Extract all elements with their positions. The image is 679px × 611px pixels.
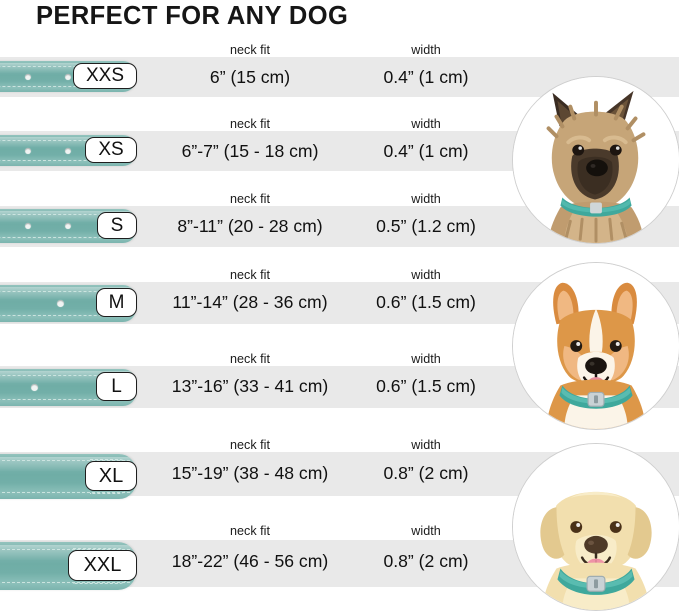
collar-stitch-top [0,291,122,292]
neck-fit-value: 13”-16” (33 - 41 cm) [171,376,329,396]
collar-stitch-bottom [0,582,130,583]
width-label: width [411,524,441,538]
collar-hole [25,74,31,80]
width-value: 0.8” (2 cm) [383,463,469,483]
cairn-terrier-illustration [513,77,679,243]
corgi-illustration [513,263,679,429]
neck-fit-value: 15”-19” (38 - 48 cm) [171,463,329,483]
row-values: 15”-19” (38 - 48 cm) 0.8” (2 cm) [0,453,679,497]
neck-fit-value: 11”-14” (28 - 36 cm) [172,292,328,312]
row-values: 13”-16” (33 - 41 cm) 0.6” (1.5 cm) [0,367,679,409]
collar-stitch-top [0,549,130,550]
corgi-photo [512,262,679,430]
labrador-illustration [513,444,679,610]
width-label: width [411,268,441,282]
page-title: PERFECT FOR ANY DOG [36,2,349,30]
row-values: 11”-14” (28 - 36 cm) 0.6” (1.5 cm) [0,283,679,325]
row-values: 6”-7” (15 - 18 cm) 0.4” (1 cm) [0,132,679,172]
collar-hole [65,74,71,80]
row-column-labels: neck fit width [0,40,679,60]
row-column-labels: neck fit width [0,189,679,209]
width-value: 0.8” (2 cm) [383,551,469,571]
neck-fit-value: 6” (15 cm) [209,67,291,87]
neck-fit-value: 6”-7” (15 - 18 cm) [181,141,319,161]
labrador-photo [512,443,679,611]
neck-fit-label: neck fit [230,524,270,538]
collar-hole [25,148,31,154]
size-badge-m: M [96,288,137,317]
collar-stitch-top [0,66,122,67]
neck-fit-label: neck fit [230,438,270,452]
row-values: 18”-22” (46 - 56 cm) 0.8” (2 cm) [0,540,679,587]
collar-hole [65,148,71,154]
neck-fit-label: neck fit [230,192,270,206]
row-column-labels: neck fit width [0,435,679,455]
neck-fit-label: neck fit [230,43,270,57]
collar-stitch-bottom [0,86,122,87]
collar-stitch-top [0,214,122,215]
width-value: 0.4” (1 cm) [383,67,469,87]
collar-stitch-top [0,140,122,141]
width-label: width [411,352,441,366]
collar-stitch-bottom [0,492,130,493]
row-column-labels: neck fit width [0,114,679,134]
row-column-labels: neck fit width [0,265,679,285]
width-value: 0.6” (1.5 cm) [376,292,476,312]
neck-fit-label: neck fit [230,268,270,282]
collar-stitch-bottom [0,399,122,400]
size-badge-xs: XS [85,137,137,163]
collar-hole [31,384,38,391]
cairn-terrier-photo [512,76,679,244]
neck-fit-value: 8”-11” (20 - 28 cm) [177,216,323,236]
width-value: 0.6” (1.5 cm) [376,376,476,396]
collar-stitch-bottom [0,315,122,316]
size-badge-xxs: XXS [73,63,137,89]
size-badge-s: S [97,212,137,239]
width-label: width [411,43,441,57]
collar-hole [25,223,31,229]
width-value: 0.5” (1.2 cm) [376,216,476,236]
row-column-labels: neck fit width [0,349,679,369]
collar-stitch-bottom [0,160,122,161]
width-label: width [411,117,441,131]
size-badge-l: L [96,372,137,401]
neck-fit-value: 18”-22” (46 - 56 cm) [171,551,329,571]
collar-hole [57,300,64,307]
size-badge-xl: XL [85,461,137,491]
width-value: 0.4” (1 cm) [383,141,469,161]
collar-stitch-top [0,460,130,461]
row-values: 6” (15 cm) 0.4” (1 cm) [0,58,679,98]
row-values: 8”-11” (20 - 28 cm) 0.5” (1.2 cm) [0,207,679,248]
collar-stitch-bottom [0,237,122,238]
neck-fit-label: neck fit [230,352,270,366]
row-column-labels: neck fit width [0,521,679,541]
width-label: width [411,192,441,206]
size-badge-xxl: XXL [68,550,137,581]
neck-fit-label: neck fit [230,117,270,131]
collar-hole [65,223,71,229]
width-label: width [411,438,441,452]
collar-stitch-top [0,375,122,376]
